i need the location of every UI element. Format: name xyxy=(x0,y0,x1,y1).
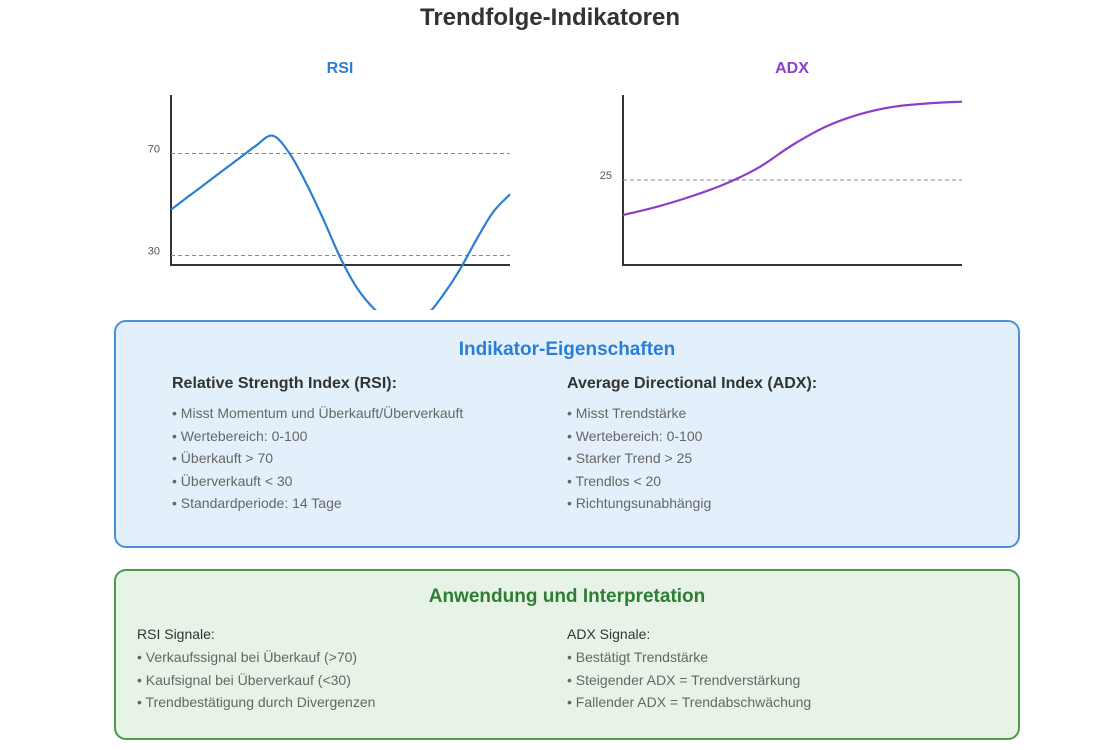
usage-title: Anwendung und Interpretation xyxy=(428,586,706,607)
list-item: Misst Trendstärke xyxy=(567,402,711,425)
rsi-tick-label-30: 30 xyxy=(148,246,160,258)
list-item: Standardperiode: 14 Tage xyxy=(172,492,463,515)
adx-chart: ADX 25 xyxy=(600,60,963,266)
list-item: Wertebereich: 0-100 xyxy=(567,425,711,448)
list-item: Überverkauft < 30 xyxy=(172,470,463,493)
list-item: Trendbestätigung durch Divergenzen xyxy=(137,691,376,714)
rsi-properties-list: Misst Momentum und Überkauft/Überverkauf… xyxy=(172,402,463,515)
adx-properties-list: Misst Trendstärke Wertebereich: 0-100 St… xyxy=(567,402,712,515)
adx-series-line xyxy=(622,100,963,217)
list-item: Starker Trend > 25 xyxy=(567,447,711,470)
indicator-properties-panel: Indikator-Eigenschaften Relative Strengt… xyxy=(114,320,1020,548)
list-item: Steigender ADX = Trendverstärkung xyxy=(567,669,811,692)
list-item: Richtungsunabhängig xyxy=(567,492,711,515)
list-item: Misst Momentum und Überkauft/Überverkauf… xyxy=(172,402,463,425)
adx-signals-list: Bestätigt Trendstärke Steigender ADX = T… xyxy=(567,646,811,714)
page-title: Trendfolge-Indikatoren xyxy=(419,4,680,31)
rsi-signals-list: Verkaufssignal bei Überkauf (>70) Kaufsi… xyxy=(137,646,376,714)
list-item: Wertebereich: 0-100 xyxy=(172,425,463,448)
rsi-properties-heading: Relative Strength Index (RSI): xyxy=(172,375,397,392)
list-item: Fallender ADX = Trendabschwächung xyxy=(567,691,811,714)
charts-area: RSI 70 30 ADX 25 xyxy=(148,60,963,310)
adx-signals-heading: ADX Signale: xyxy=(567,626,651,642)
list-item: Bestätigt Trendstärke xyxy=(567,646,811,669)
adx-properties-heading: Average Directional Index (ADX): xyxy=(567,375,818,392)
rsi-tick-label-70: 70 xyxy=(148,144,160,156)
rsi-chart-title: RSI xyxy=(327,60,354,77)
rsi-signals-heading: RSI Signale: xyxy=(137,626,215,642)
properties-title: Indikator-Eigenschaften xyxy=(458,339,676,360)
list-item: Kaufsignal bei Überverkauf (<30) xyxy=(137,669,375,692)
rsi-series-line xyxy=(170,134,511,310)
adx-tick-label-25: 25 xyxy=(600,170,612,182)
list-item: Überkauft > 70 xyxy=(172,447,463,470)
usage-interpretation-panel: Anwendung und Interpretation RSI Signale… xyxy=(114,569,1020,740)
adx-chart-title: ADX xyxy=(775,60,809,77)
list-item: Verkaufssignal bei Überkauf (>70) xyxy=(137,646,375,669)
list-item: Trendlos < 20 xyxy=(567,470,711,493)
rsi-chart: RSI 70 30 xyxy=(148,60,511,310)
